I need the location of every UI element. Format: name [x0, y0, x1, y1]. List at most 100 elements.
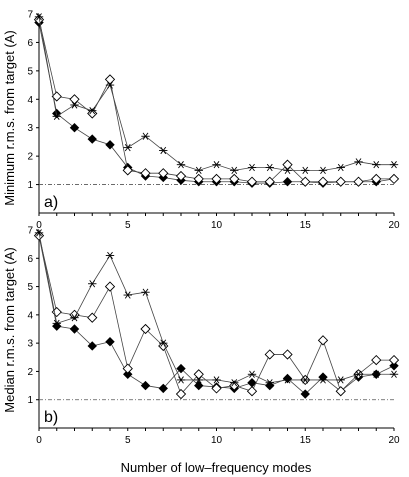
panel-a-point-filled-diamond	[69, 123, 80, 133]
panel-b-point-asterisk	[372, 370, 381, 378]
panel-b-point-filled-diamond	[194, 380, 204, 391]
panel-b-point-asterisk	[34, 229, 44, 237]
panel-a-y-tick-label: 5	[27, 66, 33, 77]
panel-a-ylabel: Minimum r.m.s. from target (A)	[2, 30, 17, 206]
panel-a-series-open-diamond	[33, 14, 400, 187]
panel-a-point-open-diamond	[229, 173, 240, 185]
panel-a-point-asterisk	[247, 163, 257, 172]
panel-a-point-asterisk	[318, 166, 328, 174]
panel-b-point-filled-diamond	[265, 380, 275, 391]
panel-b-point-open-diamond	[335, 386, 346, 397]
panel-b-point-asterisk	[194, 376, 203, 384]
panel-a-point-open-diamond	[317, 176, 329, 187]
panel-b-point-open-diamond	[33, 230, 45, 241]
panel-a-x-tick-label: 10	[211, 220, 223, 231]
x-axis-title: Number of low–frequency modes	[121, 460, 312, 475]
panel-b-point-asterisk	[176, 376, 186, 384]
panel-a-point-open-diamond	[33, 14, 45, 25]
panel-b-point-asterisk	[301, 376, 310, 384]
panel-a-point-open-diamond	[353, 176, 364, 187]
panel-a-point-asterisk	[354, 158, 363, 166]
panel-b-x-tick-label: 15	[300, 435, 312, 446]
panel-a-point-open-diamond	[246, 176, 258, 187]
panel-a-plot-area: 1 2 3 4 5 6 7 0 5 10 15 20	[27, 10, 400, 232]
panel-b-point-filled-diamond	[158, 383, 168, 394]
panel-a-point-open-diamond	[87, 108, 98, 119]
panel-b-point-open-diamond	[388, 354, 400, 366]
panel-a-point-asterisk	[194, 166, 203, 174]
panel-b-point-open-diamond	[122, 363, 133, 374]
panel-b-point-open-diamond	[69, 309, 80, 320]
panel-a-point-asterisk	[141, 132, 150, 140]
panel-a-point-asterisk	[105, 81, 115, 89]
panel-b-point-filled-diamond	[87, 341, 97, 351]
panel-a-y-tick-label: 4	[27, 95, 33, 106]
panel-a-point-asterisk	[372, 161, 381, 169]
panel-b-series-open-diamond	[33, 230, 400, 400]
panel-b-point-open-diamond	[51, 306, 62, 318]
panel-a-point-asterisk	[301, 166, 310, 174]
panel-b-x-tick-label: 10	[211, 435, 223, 446]
panel-b-point-open-diamond	[229, 380, 240, 391]
panel-a-point-open-diamond	[175, 170, 187, 182]
panel-a-label: a)	[44, 194, 58, 211]
panel-a-point-asterisk	[336, 163, 345, 172]
panel-a-series-asterisk	[34, 13, 399, 174]
panel-a-point-open-diamond	[371, 173, 382, 185]
panel-a-point-asterisk	[283, 166, 292, 174]
panel-a-series-filled-diamond	[34, 17, 399, 188]
panel-a-y-tick-label: 6	[27, 38, 33, 49]
panel-a-y-tick-label: 3	[27, 123, 33, 134]
panel-b-point-filled-diamond	[140, 380, 151, 391]
panel-a-series-line	[38, 19, 394, 183]
panel-a-x-tick-label: 20	[388, 220, 400, 231]
panel-b-point-filled-diamond	[69, 324, 80, 334]
panel-a-point-asterisk	[88, 107, 97, 115]
panel-a-point-open-diamond	[158, 168, 169, 179]
panel-b-point-asterisk	[318, 376, 328, 384]
panel-b-point-filled-diamond	[318, 372, 328, 382]
panel-a-y-tick-label: 7	[27, 10, 33, 21]
panel-a-point-open-diamond	[300, 176, 311, 187]
panel-b-point-asterisk	[230, 379, 239, 387]
panel-b-point-open-diamond	[282, 349, 293, 360]
panel-b-x-tick-label: 5	[125, 435, 131, 446]
panel-b-label: b)	[44, 409, 58, 426]
panel-a-point-open-diamond	[140, 168, 151, 179]
panel-a-point-open-diamond	[193, 173, 204, 185]
panel-b-point-asterisk	[88, 280, 97, 288]
panel-a-point-open-diamond	[51, 91, 62, 102]
panel-a: 1 2 3 4 5 6 7 0 5 10 15 20 Minimum r.m.s. from targ…	[2, 10, 400, 232]
panel-b-point-open-diamond	[317, 335, 329, 346]
panel-b-point-filled-diamond	[105, 337, 115, 347]
panel-b-point-asterisk	[283, 376, 292, 384]
panel-a-point-filled-diamond	[87, 134, 97, 144]
panel-b-x-tick-label: 0	[36, 435, 42, 446]
panel-a-point-open-diamond	[335, 176, 346, 187]
panel-a-point-asterisk	[230, 166, 239, 174]
panel-b-ylabel: Median r.m.s. from target (A)	[2, 247, 17, 412]
panel-b-point-asterisk	[70, 314, 79, 322]
panel-a-point-asterisk	[389, 161, 399, 169]
panel-a-point-asterisk	[70, 101, 79, 109]
panel-b-x-tick-label: 20	[388, 435, 400, 446]
panel-b-point-asterisk	[212, 376, 221, 384]
panel-b-point-filled-diamond	[123, 369, 133, 379]
panel-b-point-open-diamond	[371, 354, 382, 366]
panel-a-y-tick-label: 2	[27, 152, 33, 163]
panel-b-point-filled-diamond	[52, 321, 62, 331]
panel-a-y-tick-label: 1	[27, 180, 33, 191]
panel-a-point-filled-diamond	[282, 177, 293, 187]
panel-a-x-tick-label: 15	[300, 220, 312, 231]
panel-a-point-open-diamond	[264, 176, 275, 187]
panel-a-point-open-diamond	[104, 74, 116, 85]
panel-a-series-line	[38, 16, 394, 171]
panel-a-point-open-diamond	[211, 173, 222, 185]
panel-b-plot-area: 1 2 3 4 5 6 7 0 5 10 15 20	[27, 226, 400, 447]
panel-b: 1 2 3 4 5 6 7 0 5 10 15 20 Median r.m.s. from targe…	[2, 226, 400, 476]
panel-a-point-asterisk	[34, 13, 44, 21]
panel-b-point-asterisk	[389, 370, 399, 378]
panel-a-point-open-diamond	[69, 94, 80, 105]
panel-b-y-tick-label: 2	[27, 367, 33, 378]
panel-b-y-tick-label: 5	[27, 282, 33, 293]
